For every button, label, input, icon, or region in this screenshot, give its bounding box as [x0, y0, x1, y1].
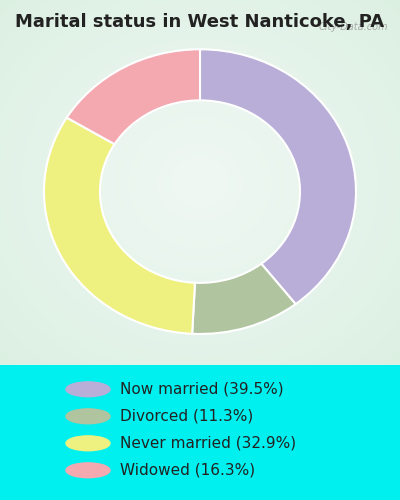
Circle shape [66, 463, 110, 477]
Wedge shape [44, 118, 195, 334]
Wedge shape [200, 50, 356, 304]
Wedge shape [67, 50, 200, 144]
Circle shape [66, 382, 110, 396]
Text: Now married (39.5%): Now married (39.5%) [120, 382, 284, 397]
Text: Never married (32.9%): Never married (32.9%) [120, 436, 296, 451]
Circle shape [66, 409, 110, 424]
Text: Widowed (16.3%): Widowed (16.3%) [120, 463, 255, 478]
Wedge shape [192, 264, 296, 334]
Text: Marital status in West Nanticoke, PA: Marital status in West Nanticoke, PA [16, 12, 384, 30]
Text: Divorced (11.3%): Divorced (11.3%) [120, 409, 253, 424]
Text: City-Data.com: City-Data.com [318, 22, 388, 32]
Circle shape [66, 436, 110, 450]
